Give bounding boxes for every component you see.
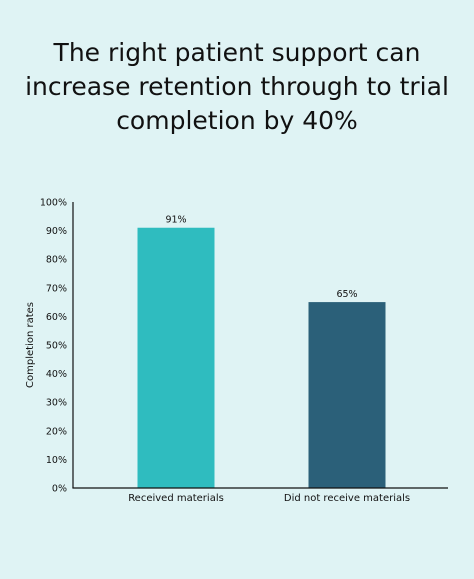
y-tick-label: 20% [46, 426, 67, 437]
category-label: Received materials [128, 493, 224, 504]
y-tick-label: 100% [40, 198, 67, 209]
y-tick-label: 70% [46, 283, 67, 294]
y-tick-label: 30% [46, 398, 67, 409]
bars-group [137, 227, 386, 489]
y-tick-label: 0% [52, 484, 67, 495]
bar [308, 302, 386, 488]
chart-title: The right patient support can increase r… [25, 38, 449, 135]
y-tick-label: 50% [46, 341, 67, 352]
bar [137, 227, 215, 489]
data-label: 65% [336, 289, 357, 300]
y-axis-title: Completion rates [25, 302, 36, 388]
category-label: Did not receive materials [284, 493, 410, 504]
data-label: 91% [165, 215, 186, 226]
category-labels-group: Received materials Did not receive materi… [128, 493, 410, 504]
y-tick-label: 10% [46, 455, 67, 466]
y-axis-ticks: 0% 10% 20% 30% 40% 50% 60% 70% 80% 90% 100% [40, 198, 67, 495]
y-tick-label: 80% [46, 255, 67, 266]
y-tick-label: 40% [46, 369, 67, 380]
y-tick-label: 60% [46, 312, 67, 323]
data-labels-group: 91% 65% [165, 215, 357, 300]
y-tick-label: 90% [46, 226, 67, 237]
